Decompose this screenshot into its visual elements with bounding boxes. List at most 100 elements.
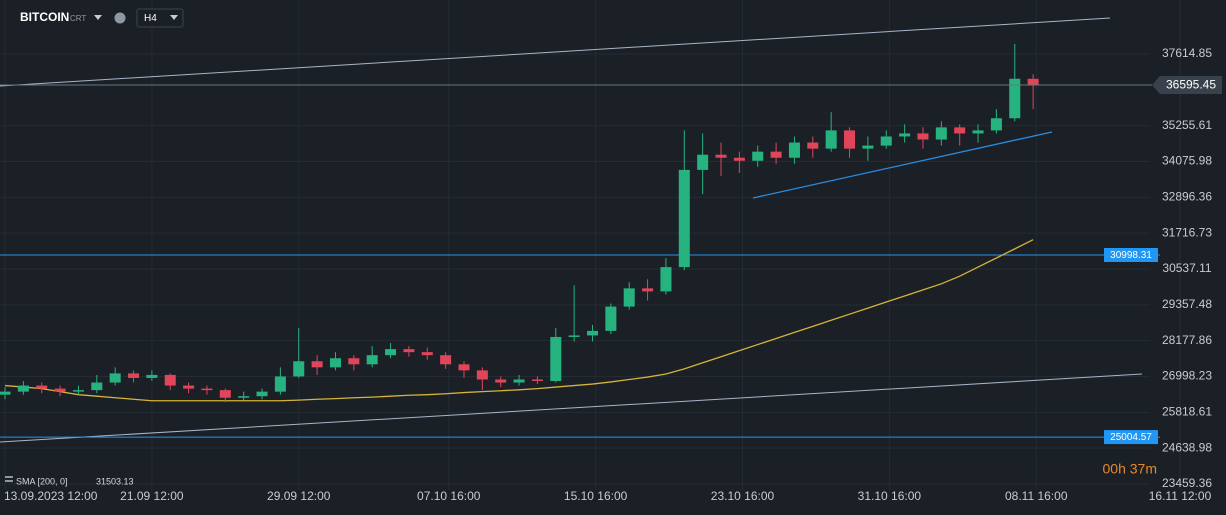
- candle-body: [201, 388, 213, 391]
- y-tick-label: 32896.36: [1162, 190, 1212, 204]
- candle-body: [642, 288, 654, 292]
- y-tick-label: 34075.98: [1162, 154, 1212, 168]
- y-tick-label: 25818.61: [1162, 405, 1212, 419]
- candle-body: [256, 391, 268, 397]
- candle-body: [219, 390, 231, 398]
- candle-body: [660, 267, 672, 292]
- level-label: 25004.57: [1110, 432, 1152, 443]
- y-tick-label: 31716.73: [1162, 225, 1212, 239]
- candle-body: [770, 151, 782, 158]
- candle-body: [91, 382, 103, 391]
- candle-body: [990, 118, 1002, 131]
- sma-legend: SMA [200, 0]: [16, 476, 68, 486]
- x-tick-label: 16.11 12:00: [1149, 489, 1212, 503]
- x-tick-label: 13.09.2023 12:00: [4, 489, 98, 503]
- candle-body: [697, 154, 709, 170]
- trend-line: [752, 131, 1053, 199]
- candle-body: [458, 364, 470, 371]
- candle-body: [586, 330, 599, 336]
- candle-body: [476, 370, 488, 380]
- level-tag: [1104, 247, 1158, 262]
- candle-body: [495, 379, 507, 383]
- x-tick-label: 07.10 16:00: [417, 489, 481, 503]
- candle-body: [954, 127, 966, 134]
- candle-body: [385, 349, 397, 356]
- timeframe: H4: [144, 13, 157, 24]
- y-tick-label: 30537.11: [1162, 261, 1211, 275]
- legend-icon: [5, 480, 13, 482]
- candle-body: [1009, 78, 1021, 119]
- dropdown-arrow[interactable]: [170, 15, 178, 20]
- candle-body: [788, 142, 800, 158]
- candle-body: [1027, 78, 1039, 85]
- candle-body: [715, 154, 727, 158]
- candle-body: [293, 361, 305, 377]
- sma-legend-value: 31503.13: [96, 476, 134, 486]
- candle-body: [17, 385, 29, 392]
- candle-body: [972, 130, 984, 134]
- x-tick-label: 15.10 16:00: [564, 489, 628, 503]
- y-tick-label: 28177.86: [1162, 333, 1212, 347]
- y-tick-label: 35255.61: [1162, 118, 1212, 132]
- candle-body: [0, 391, 11, 395]
- info-icon[interactable]: [114, 12, 126, 24]
- candle-body: [72, 390, 84, 392]
- candle-body: [605, 306, 617, 331]
- candle-body: [238, 396, 250, 398]
- y-tick-label: 24638.98: [1162, 440, 1212, 454]
- sma-line: [4, 239, 1034, 402]
- symbol-suffix: CRT: [70, 14, 86, 23]
- candle-body: [109, 373, 121, 383]
- dropdown-arrow[interactable]: [94, 15, 102, 20]
- legend-icon: [5, 476, 13, 478]
- candle-body: [513, 379, 525, 383]
- last-price-label: 36595.45: [1166, 78, 1216, 92]
- candle-body: [844, 130, 856, 149]
- level-tag: [1104, 430, 1158, 445]
- candle-body: [531, 379, 543, 382]
- candle-body: [623, 288, 635, 307]
- candle-body: [348, 358, 360, 365]
- x-tick-label: 08.11 16:00: [1005, 489, 1068, 503]
- candle-body: [568, 335, 580, 337]
- candle-body: [183, 385, 195, 389]
- y-tick-label: 29357.48: [1162, 297, 1212, 311]
- candle-body: [678, 169, 690, 268]
- candle-body: [403, 349, 415, 353]
- candle-body: [421, 352, 433, 356]
- candle-body: [733, 157, 745, 161]
- candle-body: [329, 358, 341, 368]
- candle-body: [164, 374, 176, 386]
- candle-body: [807, 142, 819, 149]
- candle-body: [550, 336, 562, 382]
- candle-body: [917, 133, 929, 140]
- trend-line: [0, 373, 1143, 443]
- candle-body: [274, 376, 286, 392]
- candle-body: [311, 361, 323, 368]
- x-tick-label: 23.10 16:00: [711, 489, 775, 503]
- candle-body: [440, 355, 452, 365]
- candle-body: [880, 136, 892, 146]
- candle-body: [128, 373, 140, 378]
- candle-body: [146, 374, 158, 378]
- last-price-tag: [1152, 75, 1222, 94]
- timeframe-select[interactable]: [136, 8, 184, 28]
- candle-body: [752, 151, 764, 161]
- x-tick-label: 29.09 12:00: [267, 489, 331, 503]
- candle-body: [366, 355, 378, 365]
- y-tick-label: 37614.85: [1162, 46, 1212, 60]
- x-tick-label: 21.09 12:00: [120, 489, 184, 503]
- candle-body: [54, 388, 66, 392]
- candle-body: [825, 130, 837, 149]
- symbol: BITCOIN: [20, 10, 69, 24]
- level-label: 30998.31: [1110, 250, 1152, 261]
- y-tick-label: 26998.23: [1162, 369, 1212, 383]
- candle-body: [36, 385, 48, 389]
- candle-body: [899, 133, 911, 137]
- x-tick-label: 31.10 16:00: [858, 489, 922, 503]
- candle-body: [935, 127, 947, 140]
- trend-line: [0, 17, 1111, 87]
- candle-body: [862, 145, 874, 149]
